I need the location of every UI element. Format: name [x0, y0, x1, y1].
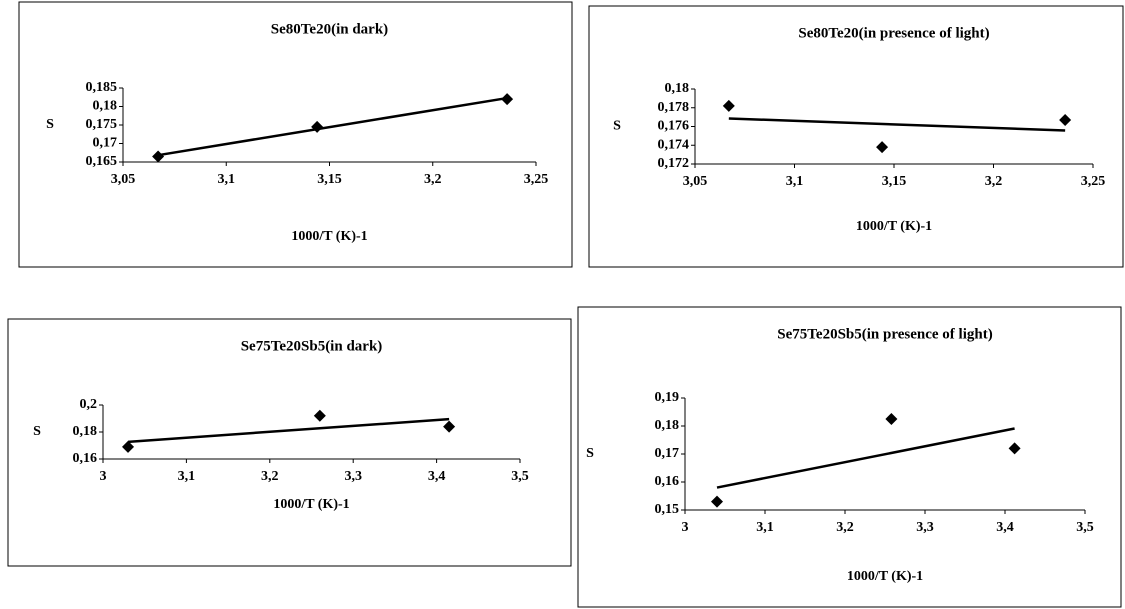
- x-tick-label: 3,05: [111, 172, 136, 187]
- data-point: [152, 150, 165, 163]
- x-axis-label: 1000/T (K)-1: [856, 219, 932, 234]
- y-tick-label: 0,175: [86, 117, 118, 132]
- data-point: [711, 495, 723, 508]
- chart-frame: [588, 5, 1124, 268]
- y-tick-label: 0,165: [86, 154, 118, 169]
- chart-title: Se75Te20Sb5(in dark): [241, 338, 383, 354]
- y-tick-label: 0,17: [655, 446, 680, 461]
- data-point: [311, 120, 324, 133]
- chart-title: Se75Te20Sb5(in presence of light): [777, 326, 992, 342]
- x-tick-label: 3: [100, 469, 107, 484]
- trendline: [157, 96, 508, 157]
- chart-title: Se80Te20(in dark): [271, 21, 388, 37]
- chart-title: Se80Te20(in presence of light): [798, 25, 989, 41]
- x-tick-label: 3,2: [424, 172, 442, 187]
- x-tick-label: 3,1: [786, 174, 804, 189]
- data-point: [1059, 113, 1072, 126]
- x-tick-label: 3,2: [261, 469, 279, 484]
- x-tick-label: 3,1: [218, 172, 236, 187]
- x-axis-label: 1000/T (K)-1: [291, 229, 367, 244]
- x-tick-label: 3,1: [178, 469, 196, 484]
- data-point: [443, 420, 456, 433]
- y-tick-label: 0,16: [655, 474, 680, 489]
- x-tick-label: 3,15: [882, 174, 907, 189]
- x-tick-label: 3,15: [317, 172, 342, 187]
- y-axis-label: S: [46, 117, 54, 132]
- y-tick-label: 0,176: [658, 119, 690, 134]
- y-tick-label: 0,178: [658, 100, 690, 115]
- data-point: [501, 93, 514, 106]
- y-tick-label: 0,18: [73, 424, 98, 439]
- trendline: [716, 427, 1015, 489]
- y-tick-label: 0,185: [86, 80, 118, 95]
- chart-frame: [577, 306, 1122, 608]
- y-tick-label: 0,19: [655, 390, 680, 405]
- data-point: [313, 409, 326, 422]
- y-tick-label: 0,18: [665, 81, 690, 96]
- y-axis-label: S: [33, 424, 41, 439]
- x-tick-label: 3,5: [511, 469, 529, 484]
- y-tick-label: 0,174: [658, 137, 690, 152]
- data-point: [722, 99, 735, 112]
- y-tick-label: 0,17: [93, 136, 118, 151]
- y-tick-label: 0,18: [93, 99, 118, 114]
- x-tick-label: 3,3: [916, 520, 934, 535]
- y-tick-label: 0,16: [73, 451, 98, 466]
- x-axis-label: 1000/T (K)-1: [847, 569, 923, 584]
- data-point: [876, 141, 889, 154]
- x-tick-label: 3,05: [683, 174, 708, 189]
- x-tick-label: 3,1: [756, 520, 774, 535]
- x-tick-label: 3,5: [1076, 520, 1094, 535]
- x-axis-label: 1000/T (K)-1: [273, 497, 349, 512]
- y-axis-label: S: [586, 446, 594, 461]
- x-tick-label: 3,25: [1081, 174, 1106, 189]
- x-tick-label: 3,2: [836, 520, 854, 535]
- y-tick-label: 0,18: [655, 418, 680, 433]
- chart-frame: [18, 1, 573, 268]
- x-tick-label: 3,4: [996, 520, 1014, 535]
- trendline: [127, 417, 450, 444]
- y-tick-label: 0,2: [80, 397, 98, 412]
- y-tick-label: 0,172: [658, 156, 690, 171]
- y-tick-label: 0,15: [655, 502, 680, 517]
- x-tick-label: 3,25: [524, 172, 549, 187]
- x-tick-label: 3: [682, 520, 689, 535]
- x-tick-label: 3,4: [428, 469, 446, 484]
- y-axis-label: S: [613, 119, 621, 134]
- x-tick-label: 3,3: [344, 469, 362, 484]
- x-tick-label: 3,2: [985, 174, 1003, 189]
- data-point: [122, 440, 135, 453]
- chart-frame: [7, 318, 572, 567]
- trendline: [728, 117, 1066, 132]
- data-point: [885, 413, 898, 425]
- data-point: [1008, 442, 1021, 455]
